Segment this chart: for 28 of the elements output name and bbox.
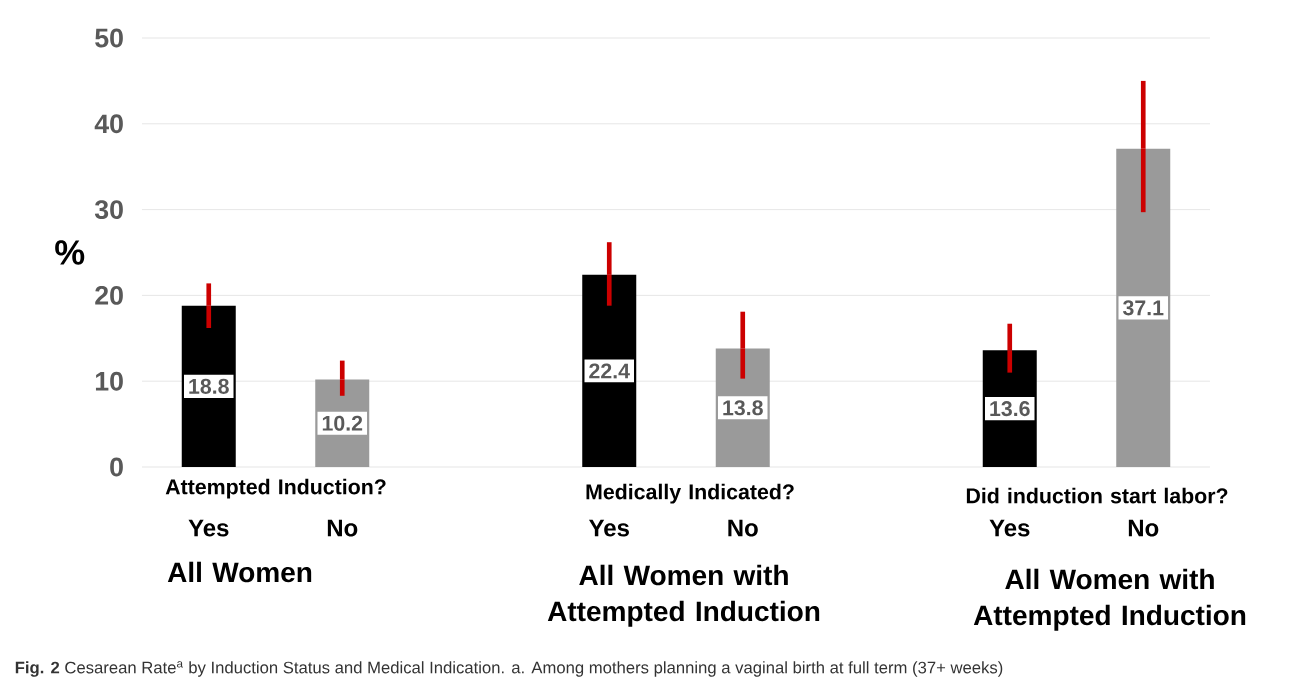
bar [1116,148,1171,467]
x-tick-label: No [1128,519,1159,537]
data-label: 22.4 [589,363,630,379]
y-tick-label: 50 [95,28,123,48]
y-tick-label: 30 [94,200,123,220]
x-tick-label: No [728,519,758,537]
data-label: 13.6 [990,401,1030,417]
x-tick-label: Yes [989,519,1030,537]
text: Attempted Induction? [165,478,386,499]
y-tick-label: 40 [94,114,123,134]
bar [582,274,637,467]
text: Medically Indicated? [586,483,794,504]
data-label: 10.2 [322,415,363,431]
text: All Women [167,561,312,583]
data-label: 13.8 [723,400,763,416]
text: All Women with Attempted Induction [973,568,1246,631]
data-label: 37.1 [1122,300,1164,316]
x-tick-label: No [327,519,358,537]
x-tick-label: Yes [188,519,229,537]
y-tick-label: 20 [95,285,123,305]
text: All Women with Attempted Induction [547,564,820,627]
y-tick-label: 10 [95,371,123,391]
y-axis-title: % [55,240,85,265]
data-label: 18.8 [189,378,229,394]
text: Did induction start labor? [966,487,1228,504]
x-tick-label: Yes [588,519,629,537]
y-tick-label: 0 [110,457,123,477]
text: Fig. 2 Cesarean Rate$^{a}$ by Induction Status and Medical Indication. a. Among mothers planning a vaginal birth at full term (37+ weeks) [15,661,1003,677]
